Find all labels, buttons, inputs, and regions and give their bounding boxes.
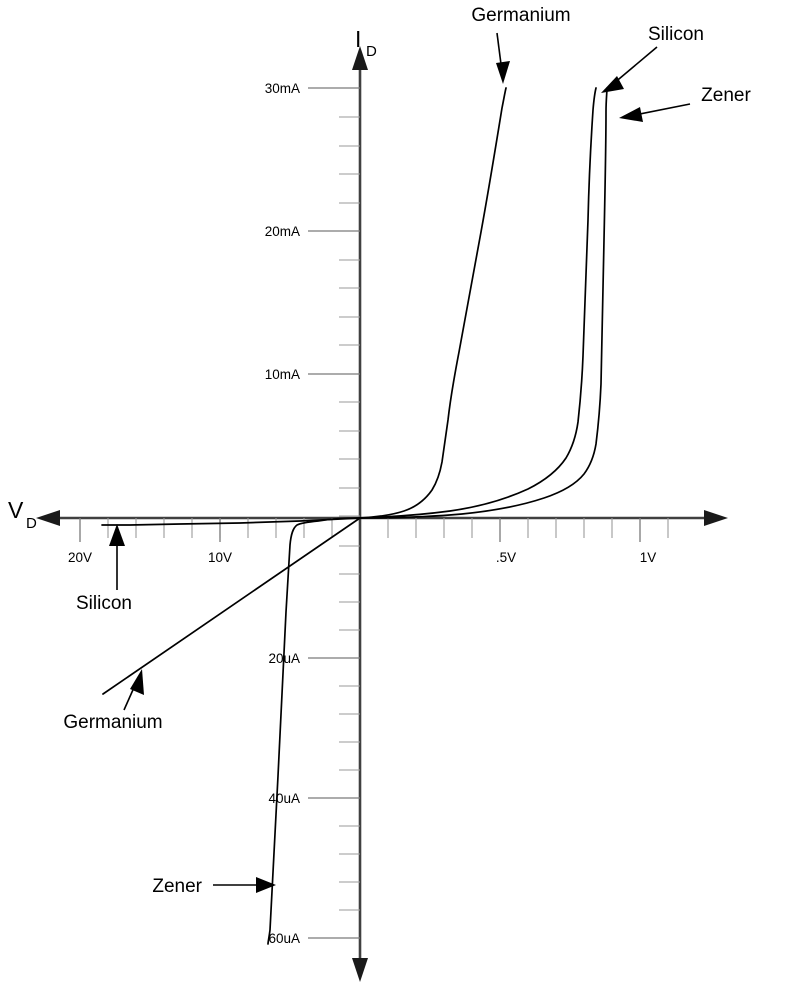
callout-silicon-forward: Silicon bbox=[601, 24, 704, 93]
horizontal-axis-left-arrowhead bbox=[36, 510, 60, 526]
x-axis-reverse-ticks bbox=[79, 518, 333, 542]
forward-bias-curves bbox=[359, 87, 608, 519]
germanium-reverse-label: Germanium bbox=[63, 712, 162, 733]
vertical-axis-down-arrowhead bbox=[352, 958, 368, 982]
zener-forward-curve bbox=[359, 87, 608, 519]
y-axis-forward-ticks bbox=[336, 87, 360, 517]
x-axis-title: V bbox=[8, 497, 24, 523]
callout-zener-reverse: Zener bbox=[152, 876, 276, 897]
reverse-bias-curves bbox=[101, 517, 361, 945]
y-axis-title: I bbox=[355, 26, 361, 52]
silicon-reverse-label: Silicon bbox=[76, 593, 132, 614]
zener-reverse-label: Zener bbox=[152, 876, 202, 897]
silicon-reverse-arrowhead-icon bbox=[109, 524, 125, 546]
axes-group bbox=[36, 46, 728, 982]
silicon-reverse-curve bbox=[101, 517, 361, 526]
silicon-forward-curve bbox=[359, 87, 597, 519]
x-tick-label-point5v: .5V bbox=[496, 550, 516, 565]
zener-forward-label: Zener bbox=[701, 85, 751, 106]
germanium-forward-label: Germanium bbox=[471, 5, 570, 26]
vertical-axis-up-arrowhead bbox=[352, 46, 368, 70]
callout-silicon-reverse: Silicon bbox=[76, 524, 132, 614]
y-tick-label-30ma: 30mA bbox=[265, 81, 300, 96]
silicon-forward-label: Silicon bbox=[648, 24, 704, 45]
callout-germanium-reverse: Germanium bbox=[63, 669, 163, 733]
germanium-forward-arrowhead-icon bbox=[496, 61, 510, 84]
y-tick-label-40ua: 40uA bbox=[268, 791, 300, 806]
x-tick-label-10v: 10V bbox=[208, 550, 232, 565]
germanium-reverse-arrowhead-icon bbox=[130, 669, 144, 695]
zener-reverse-arrowhead-icon bbox=[256, 877, 276, 893]
tick-labels: 30mA 20mA 10mA 20uA 40uA 60uA 20V 10V .5… bbox=[68, 81, 656, 946]
y-tick-label-10ma: 10mA bbox=[265, 367, 300, 382]
germanium-forward-curve bbox=[359, 87, 507, 519]
x-axis-forward-ticks bbox=[387, 518, 669, 542]
y-axis-reverse-ticks bbox=[336, 545, 360, 939]
horizontal-axis-right-arrowhead bbox=[704, 510, 728, 526]
axis-titles: V D I D bbox=[8, 26, 377, 532]
zener-forward-arrowhead-icon bbox=[619, 107, 643, 122]
zener-forward-callout-line bbox=[634, 103, 691, 116]
x-axis-title-subscript: D bbox=[26, 515, 37, 532]
germanium-reverse-curve bbox=[102, 517, 361, 695]
y-axis-title-subscript: D bbox=[366, 43, 377, 60]
callout-zener-forward: Zener bbox=[619, 85, 751, 122]
zener-reverse-curve bbox=[267, 517, 361, 945]
tick-label-leaders bbox=[308, 87, 336, 939]
x-tick-label-1v: 1V bbox=[640, 550, 657, 565]
callout-germanium-forward: Germanium bbox=[471, 5, 571, 84]
silicon-forward-arrowhead-icon bbox=[601, 76, 624, 93]
silicon-forward-callout-line bbox=[612, 46, 658, 85]
y-tick-label-60ua: 60uA bbox=[268, 931, 300, 946]
x-tick-label-20v: 20V bbox=[68, 550, 92, 565]
y-tick-label-20ma: 20mA bbox=[265, 224, 300, 239]
